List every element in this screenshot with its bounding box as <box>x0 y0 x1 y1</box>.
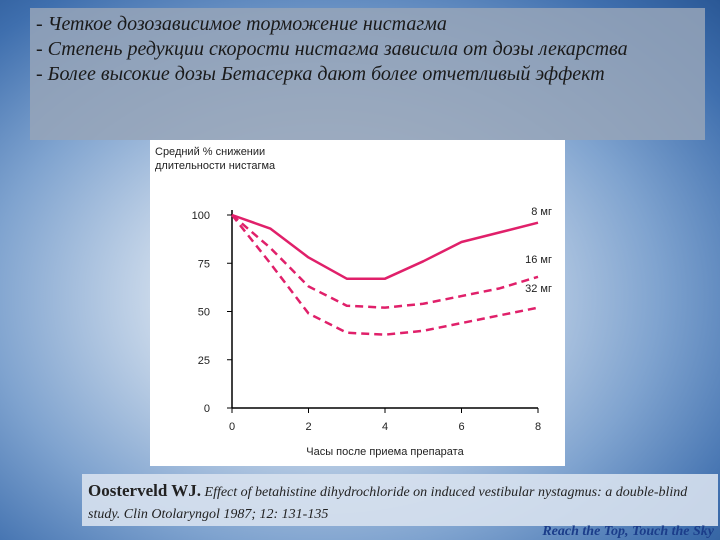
series-label: 8 мг <box>531 206 552 218</box>
x-tick-label: 2 <box>305 421 311 433</box>
citation-author: Oosterveld WJ. <box>88 481 202 500</box>
citation-text: Effect of betahistine dihydrochloride on… <box>88 485 688 522</box>
bullet: - Четкое дозозависимое торможение нистаг… <box>36 13 447 35</box>
x-tick-label: 8 <box>535 421 541 433</box>
series-label: 16 мг <box>525 254 552 266</box>
series-line <box>231 214 539 336</box>
y-label: Средний % снижении <box>155 146 265 158</box>
y-tick-label: 0 <box>204 403 210 415</box>
bullet: - Степень редукции скорости нистагма зав… <box>36 38 628 60</box>
chart: Средний % снижении длительности нистагма… <box>155 146 552 458</box>
footer: Reach the Top, Touch the Sky <box>542 524 714 539</box>
x-tick-label: 4 <box>382 421 388 433</box>
y-label: длительности нистагма <box>155 160 276 172</box>
chart-box: Средний % снижении длительности нистагма… <box>150 140 565 466</box>
x-label: Часы после приема препарата <box>306 446 464 458</box>
bullet-box: - Четкое дозозависимое торможение нистаг… <box>30 8 705 140</box>
series-line <box>231 213 539 280</box>
series-label: 32 мг <box>525 283 552 295</box>
x-tick-label: 0 <box>229 421 235 433</box>
y-tick-label: 75 <box>198 258 210 270</box>
y-tick-label: 50 <box>198 307 210 319</box>
y-tick-label: 100 <box>192 210 210 222</box>
y-tick-label: 25 <box>198 355 210 367</box>
x-tick-label: 6 <box>458 421 464 433</box>
citation: Oosterveld WJ. Effect of betahistine dih… <box>82 474 718 526</box>
bullet: - Более высокие дозы Бетасерка дают боле… <box>36 63 605 85</box>
series-line <box>231 214 539 309</box>
